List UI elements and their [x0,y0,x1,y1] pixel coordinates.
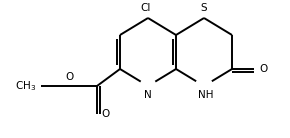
Text: CH$_3$: CH$_3$ [15,79,36,93]
Text: O: O [102,109,110,119]
Text: NH: NH [198,90,214,100]
Text: S: S [201,3,207,13]
Text: O: O [65,72,73,82]
Text: N: N [144,90,152,100]
Text: O: O [259,64,267,74]
Text: Cl: Cl [141,3,151,13]
